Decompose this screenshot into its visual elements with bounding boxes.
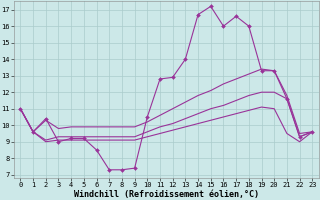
X-axis label: Windchill (Refroidissement éolien,°C): Windchill (Refroidissement éolien,°C) (74, 190, 259, 199)
